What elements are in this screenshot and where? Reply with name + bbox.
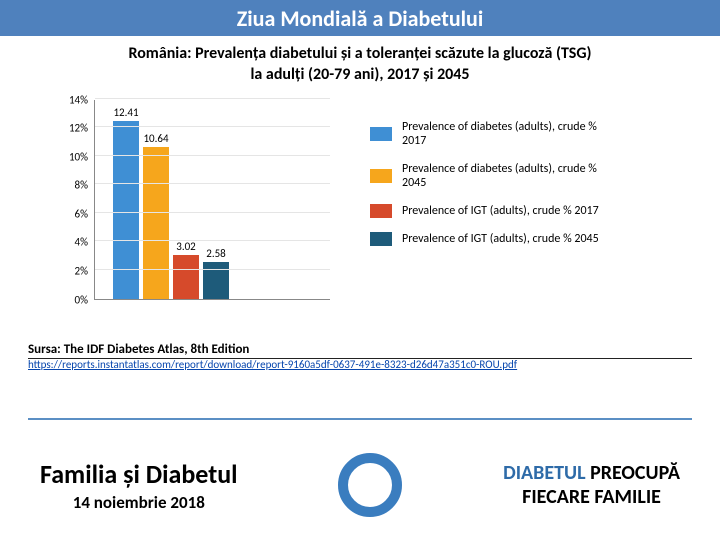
title-bar: Ziua Mondială a Diabetului — [0, 0, 720, 36]
legend-text: Prevalence of IGT (adults), crude % 2045 — [402, 232, 599, 246]
grid-line — [95, 212, 330, 213]
bar-value-label: 10.64 — [143, 132, 168, 145]
page-title: Ziua Mondială a Diabetului — [237, 5, 483, 32]
y-tick-label: 6% — [75, 207, 88, 220]
plot-area: 12.4110.643.022.58 — [94, 100, 330, 300]
bar-chart: 0%2%4%6%8%10%12%14% 12.4110.643.022.58 — [60, 100, 330, 320]
source-label: Sursa: The IDF Diabetes Atlas, 8th Editi… — [28, 342, 692, 359]
footer-right: DIABETUL PREOCUPĂ FIECARE FAMILIE — [503, 461, 680, 509]
legend-item: Prevalence of diabetes (adults), crude %… — [370, 162, 622, 190]
legend-item: Prevalence of IGT (adults), crude % 2017 — [370, 204, 622, 218]
footer: Familia și Diabetul 14 noiembrie 2018 DI… — [0, 430, 720, 540]
bar: 2.58 — [203, 262, 229, 299]
legend-swatch — [370, 232, 392, 246]
subtitle: România: Prevalența diabetului și a tole… — [0, 36, 720, 90]
footer-right-line1: DIABETUL PREOCUPĂ — [503, 461, 680, 485]
y-tick-label: 2% — [75, 265, 88, 278]
legend-text: Prevalence of diabetes (adults), crude %… — [402, 162, 622, 190]
legend: Prevalence of diabetes (adults), crude %… — [370, 120, 622, 246]
grid-line — [95, 155, 330, 156]
bar-value-label: 2.58 — [206, 247, 226, 260]
legend-text: Prevalence of diabetes (adults), crude %… — [402, 120, 622, 148]
separator-line — [28, 418, 692, 420]
chart-row: 0%2%4%6%8%10%12%14% 12.4110.643.022.58 P… — [0, 90, 720, 330]
subtitle-line2: la adulți (20-79 ani), 2017 și 2045 — [40, 65, 680, 86]
footer-left: Familia și Diabetul 14 noiembrie 2018 — [40, 458, 238, 513]
ring-icon — [338, 453, 402, 517]
legend-swatch — [370, 169, 392, 183]
footer-left-title: Familia și Diabetul — [40, 458, 238, 490]
y-tick-label: 8% — [75, 179, 88, 192]
footer-accent-word: DIABETUL — [503, 461, 585, 485]
subtitle-line1: România: Prevalența diabetului și a tole… — [40, 44, 680, 65]
y-tick-label: 0% — [75, 293, 88, 306]
footer-rest1: PREOCUPĂ — [586, 461, 680, 485]
footer-left-date: 14 noiembrie 2018 — [40, 492, 238, 513]
y-tick-label: 12% — [69, 122, 88, 135]
grid-line — [95, 183, 330, 184]
legend-item: Prevalence of IGT (adults), crude % 2045 — [370, 232, 622, 246]
bar: 12.41 — [113, 121, 139, 298]
legend-swatch — [370, 204, 392, 218]
bar-value-label: 3.02 — [176, 240, 196, 253]
bar: 3.02 — [173, 255, 199, 298]
source-link[interactable]: https://reports.instantatlas.com/report/… — [28, 359, 692, 371]
y-tick-label: 10% — [69, 150, 88, 163]
y-tick-label: 14% — [69, 93, 88, 106]
legend-text: Prevalence of IGT (adults), crude % 2017 — [402, 204, 599, 218]
bar-value-label: 12.41 — [113, 106, 138, 119]
grid-line — [95, 269, 330, 270]
bar: 10.64 — [143, 147, 169, 299]
y-axis: 0%2%4%6%8%10%12%14% — [60, 100, 92, 300]
grid-line — [95, 98, 330, 99]
legend-item: Prevalence of diabetes (adults), crude %… — [370, 120, 622, 148]
footer-right-line2: FIECARE FAMILIE — [503, 485, 680, 509]
y-tick-label: 4% — [75, 236, 88, 249]
grid-line — [95, 126, 330, 127]
grid-line — [95, 240, 330, 241]
legend-swatch — [370, 127, 392, 141]
source-block: Sursa: The IDF Diabetes Atlas, 8th Editi… — [28, 342, 692, 371]
